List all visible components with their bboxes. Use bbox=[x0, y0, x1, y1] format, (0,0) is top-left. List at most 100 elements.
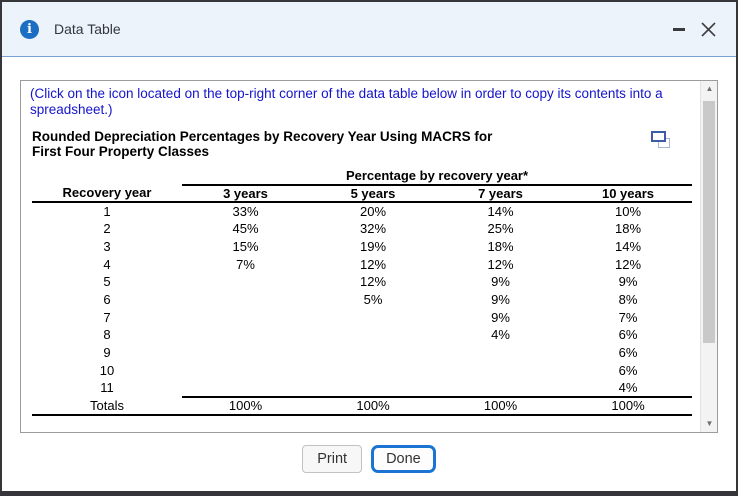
recovery-year-cell: 5 bbox=[103, 274, 111, 290]
close-icon bbox=[700, 21, 716, 37]
recovery-year-cell: 1 bbox=[103, 204, 111, 220]
recovery-year-cell: 7 bbox=[103, 309, 111, 325]
table-row: 11 4% bbox=[32, 379, 692, 397]
col-header-10-years: 10 years bbox=[564, 184, 692, 204]
table-block: Rounded Depreciation Percentages by Reco… bbox=[30, 129, 707, 416]
value-cell bbox=[309, 344, 437, 362]
instruction-text: (Click on the icon located on the top-ri… bbox=[30, 86, 663, 117]
value-cell bbox=[182, 344, 309, 362]
macrs-table: Percentage by recovery year* Recovery ye… bbox=[32, 166, 692, 416]
value-cell bbox=[437, 361, 564, 379]
col-header-7-years: 7 years bbox=[437, 184, 564, 204]
value-cell: 10% bbox=[614, 204, 642, 220]
recovery-year-cell: 6 bbox=[103, 292, 111, 308]
value-cell: 6% bbox=[618, 327, 638, 343]
value-cell bbox=[309, 308, 437, 326]
value-cell bbox=[437, 344, 564, 362]
value-cell: 5% bbox=[363, 292, 383, 308]
group-header-row: Percentage by recovery year* bbox=[32, 166, 692, 186]
table-row: 3 15% 19% 18% 14% bbox=[32, 238, 692, 256]
table-row: 7 9% 7% bbox=[32, 308, 692, 326]
recovery-year-cell: 3 bbox=[103, 238, 111, 254]
value-cell bbox=[182, 308, 309, 326]
value-cell: 6% bbox=[618, 362, 638, 378]
col-header-recovery-year: Recovery year bbox=[32, 184, 182, 204]
value-cell: 12% bbox=[487, 256, 514, 272]
value-cell bbox=[182, 379, 309, 397]
value-cell bbox=[182, 291, 309, 309]
value-cell: 25% bbox=[487, 221, 514, 237]
value-cell: 12% bbox=[614, 256, 642, 272]
column-header-row: Recovery year 3 years 5 years 7 years 10… bbox=[32, 184, 692, 204]
table-row: 5 12% 9% 9% bbox=[32, 273, 692, 291]
content-panel: (Click on the icon located on the top-ri… bbox=[20, 80, 718, 433]
totals-7-years: 100% bbox=[437, 395, 564, 416]
recovery-year-cell: 2 bbox=[103, 221, 111, 237]
value-cell: 9% bbox=[618, 274, 638, 290]
value-cell: 9% bbox=[491, 292, 510, 308]
value-cell: 18% bbox=[614, 221, 642, 237]
recovery-year-cell: 8 bbox=[103, 327, 111, 343]
scroll-up-arrow-icon[interactable]: ▲ bbox=[705, 84, 714, 93]
value-cell: 6% bbox=[618, 345, 638, 361]
minimize-button[interactable] bbox=[672, 19, 686, 39]
value-cell: 9% bbox=[491, 274, 510, 290]
value-cell: 4% bbox=[618, 379, 638, 395]
value-cell: 14% bbox=[614, 238, 642, 254]
table-row: 4 7% 12% 12% 12% bbox=[32, 255, 692, 273]
group-header: Percentage by recovery year* bbox=[182, 166, 692, 186]
copy-to-spreadsheet-icon[interactable] bbox=[651, 130, 672, 150]
scrollbar-thumb[interactable] bbox=[703, 101, 715, 343]
dialog-title: Data Table bbox=[54, 21, 121, 37]
info-icon: i bbox=[20, 19, 39, 39]
minimize-icon bbox=[673, 27, 685, 31]
value-cell: 4% bbox=[491, 327, 510, 343]
table-row: 10 6% bbox=[32, 361, 692, 379]
close-button[interactable] bbox=[698, 18, 718, 40]
totals-3-years: 100% bbox=[182, 395, 309, 416]
col-header-3-years: 3 years bbox=[182, 184, 309, 204]
value-cell: 33% bbox=[232, 204, 259, 220]
totals-label: Totals bbox=[32, 396, 182, 416]
value-cell: 19% bbox=[359, 238, 387, 254]
done-button[interactable]: Done bbox=[371, 445, 436, 473]
value-cell: 32% bbox=[359, 221, 387, 237]
print-button[interactable]: Print bbox=[302, 445, 363, 473]
value-cell bbox=[182, 273, 309, 291]
value-cell bbox=[309, 361, 437, 379]
recovery-year-cell: 9 bbox=[103, 345, 111, 361]
totals-row: Totals 100% 100% 100% 100% bbox=[32, 395, 692, 416]
value-cell: 18% bbox=[487, 238, 514, 254]
scroll-down-arrow-icon[interactable]: ▼ bbox=[705, 419, 714, 428]
dialog-titlebar: i Data Table bbox=[2, 2, 736, 57]
value-cell bbox=[309, 326, 437, 344]
value-cell bbox=[182, 361, 309, 379]
value-cell bbox=[437, 379, 564, 397]
value-cell: 20% bbox=[359, 204, 387, 220]
dialog-footer: Print Done bbox=[2, 445, 736, 473]
value-cell bbox=[182, 326, 309, 344]
value-cell: 15% bbox=[232, 238, 259, 254]
table-row: 8 4% 6% bbox=[32, 326, 692, 344]
col-header-5-years: 5 years bbox=[309, 184, 437, 204]
vertical-scrollbar[interactable]: ▲ ▼ bbox=[700, 81, 717, 432]
value-cell: 14% bbox=[487, 204, 514, 220]
totals-5-years: 100% bbox=[309, 395, 437, 416]
table-title: Rounded Depreciation Percentages by Reco… bbox=[32, 128, 493, 160]
value-cell: 7% bbox=[236, 256, 255, 272]
recovery-year-cell: 11 bbox=[100, 380, 114, 396]
table-row: 6 5% 9% 8% bbox=[32, 291, 692, 309]
table-row: 1 33% 20% 14% 10% bbox=[32, 202, 692, 220]
value-cell: 8% bbox=[618, 292, 638, 308]
value-cell: 45% bbox=[232, 221, 259, 237]
table-row: 2 45% 32% 25% 18% bbox=[32, 220, 692, 238]
recovery-year-cell: 4 bbox=[103, 256, 111, 272]
table-row: 9 6% bbox=[32, 344, 692, 362]
totals-10-years: 100% bbox=[564, 395, 692, 416]
value-cell bbox=[309, 379, 437, 397]
value-cell: 9% bbox=[491, 309, 510, 325]
value-cell: 12% bbox=[359, 256, 387, 272]
value-cell: 7% bbox=[618, 309, 638, 325]
recovery-year-cell: 10 bbox=[99, 362, 115, 378]
